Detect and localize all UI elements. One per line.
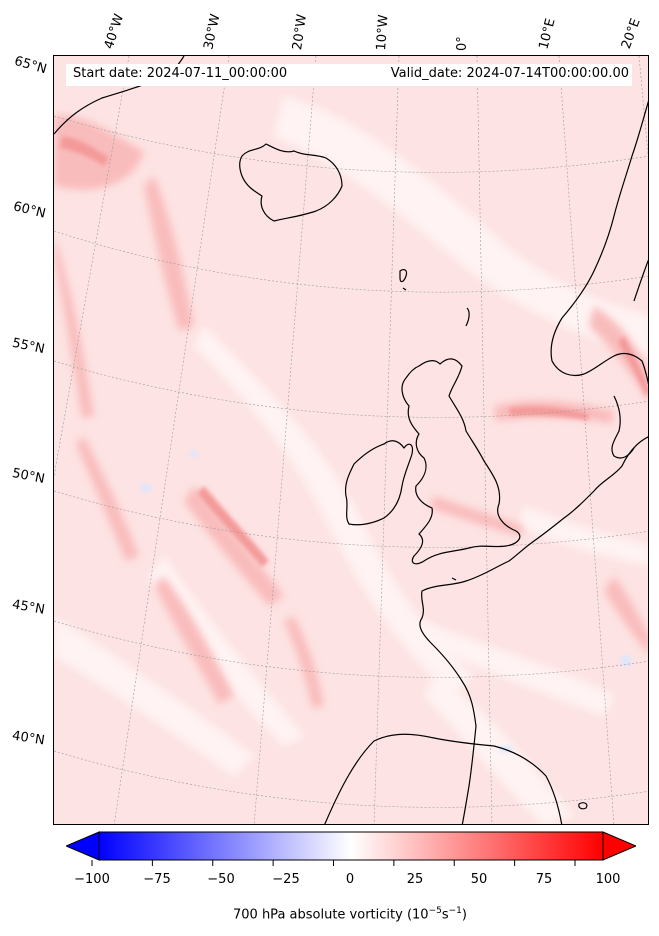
lat-label-50n: 50°N <box>10 466 46 487</box>
map-panel <box>53 55 649 825</box>
start-date-label: Start date: 2024-07-11_00:00:00 <box>73 66 288 81</box>
colorbar-tick-label: −50 <box>207 872 235 887</box>
colorbar-tick-label: 100 <box>595 872 621 887</box>
continental-europe-coast <box>419 436 648 824</box>
balearic-islands <box>578 802 588 810</box>
great-britain-coast <box>401 358 521 565</box>
lon-label-10e: 10°E <box>536 17 559 51</box>
lon-label-10w: 10°W <box>374 14 392 51</box>
denmark-coast <box>611 395 635 459</box>
colorbar-max-extend <box>602 831 636 861</box>
strong-vorticity-areas <box>60 136 648 567</box>
graticule <box>54 56 648 824</box>
colorbar-tick-label: 75 <box>535 872 553 887</box>
colorbar-tick-label: −75 <box>143 872 171 887</box>
lon-label-30w: 30°W <box>201 12 224 51</box>
lon-label-0: 0° <box>455 36 470 51</box>
colorbar-tick-label: 25 <box>406 872 424 887</box>
header-box <box>66 64 632 86</box>
ireland-coast <box>344 440 414 526</box>
colorbar-tick-label: 0 <box>345 872 355 887</box>
valid-date-label: Valid_date: 2024-07-14T00:00:00.00 <box>390 66 629 81</box>
colorbar-min-extend <box>66 831 100 861</box>
lat-label-45n: 45°N <box>10 597 46 618</box>
shetland-islands <box>465 307 470 327</box>
colorbar-tick-label: −100 <box>74 872 110 887</box>
lon-label-20e: 20°E <box>618 16 644 51</box>
vorticity-field <box>54 56 648 824</box>
lon-label-20w: 20°W <box>290 13 310 51</box>
lon-label-40w: 40°W <box>101 12 128 51</box>
iceland-coast <box>239 143 343 222</box>
colorbar <box>66 831 636 866</box>
colorbar-label: 700 hPa absolute vorticity (10−5s−1) <box>233 906 467 923</box>
lat-label-40n: 40°N <box>11 728 46 749</box>
colorbar-tick-label: −25 <box>272 872 300 887</box>
faroe-islands <box>399 269 408 283</box>
weak-vorticity-areas <box>54 96 648 824</box>
iberia-coast <box>324 733 563 824</box>
norway-coast <box>550 100 648 385</box>
colorbar-tick-label: 50 <box>470 872 488 887</box>
lat-label-60n: 60°N <box>11 199 48 222</box>
colorbar-gradient <box>98 831 604 861</box>
lat-label-65n: 65°N <box>12 53 49 78</box>
negative-vorticity-areas <box>140 451 631 752</box>
lat-label-55n: 55°N <box>10 335 46 358</box>
colorbar-tick-marks <box>91 860 576 866</box>
vorticity-map <box>54 56 648 824</box>
